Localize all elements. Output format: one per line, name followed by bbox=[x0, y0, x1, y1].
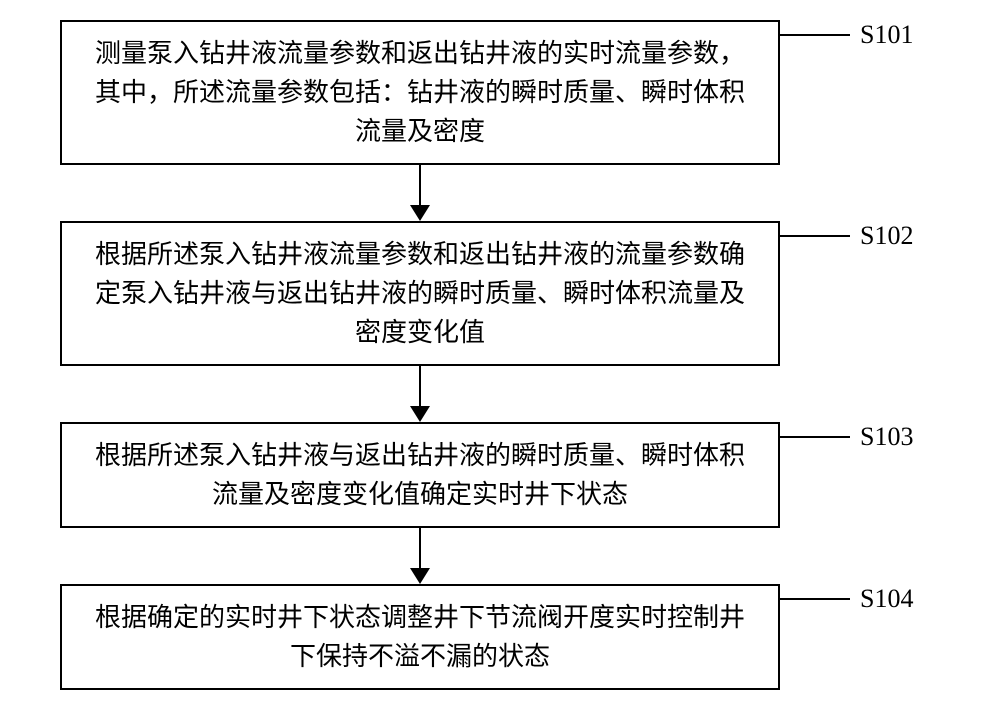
flow-text-line: 流量及密度 bbox=[82, 112, 758, 151]
arrow-head-icon bbox=[410, 406, 430, 422]
step-label: S103 bbox=[860, 422, 913, 452]
flow-text-line: 流量及密度变化值确定实时井下状态 bbox=[82, 475, 758, 514]
step-label: S101 bbox=[860, 20, 913, 50]
step-label: S104 bbox=[860, 584, 913, 614]
arrow-head-icon bbox=[410, 568, 430, 584]
arrow-line bbox=[419, 528, 421, 570]
flow-text-line: 根据确定的实时井下状态调整井下节流阀开度实时控制井 bbox=[82, 598, 758, 637]
arrow-line bbox=[419, 366, 421, 408]
flow-step: 根据所述泵入钻井液流量参数和返出钻井液的流量参数确 定泵入钻井液与返出钻井液的瞬… bbox=[60, 221, 940, 366]
arrow-head-icon bbox=[410, 205, 430, 221]
flow-text-line: 下保持不溢不漏的状态 bbox=[82, 637, 758, 676]
flow-box: 根据所述泵入钻井液流量参数和返出钻井液的流量参数确 定泵入钻井液与返出钻井液的瞬… bbox=[60, 221, 780, 366]
flow-text-line: 根据所述泵入钻井液与返出钻井液的瞬时质量、瞬时体积 bbox=[82, 436, 758, 475]
flow-text-line: 其中，所述流量参数包括：钻井液的瞬时质量、瞬时体积 bbox=[82, 73, 758, 112]
label-connector-line bbox=[780, 235, 850, 237]
flow-text-line: 根据所述泵入钻井液流量参数和返出钻井液的流量参数确 bbox=[82, 235, 758, 274]
flow-box: 测量泵入钻井液流量参数和返出钻井液的实时流量参数， 其中，所述流量参数包括：钻井… bbox=[60, 20, 780, 165]
label-connector-line bbox=[780, 34, 850, 36]
label-connector-line bbox=[780, 598, 850, 600]
flow-text-line: 密度变化值 bbox=[82, 313, 758, 352]
flow-text-line: 定泵入钻井液与返出钻井液的瞬时质量、瞬时体积流量及 bbox=[82, 274, 758, 313]
flow-box: 根据确定的实时井下状态调整井下节流阀开度实时控制井 下保持不溢不漏的状态 bbox=[60, 584, 780, 690]
flow-arrow bbox=[60, 366, 780, 422]
flowchart-container: 测量泵入钻井液流量参数和返出钻井液的实时流量参数， 其中，所述流量参数包括：钻井… bbox=[60, 20, 940, 690]
flow-box: 根据所述泵入钻井液与返出钻井液的瞬时质量、瞬时体积 流量及密度变化值确定实时井下… bbox=[60, 422, 780, 528]
flow-step: 根据所述泵入钻井液与返出钻井液的瞬时质量、瞬时体积 流量及密度变化值确定实时井下… bbox=[60, 422, 940, 528]
flow-arrow bbox=[60, 165, 780, 221]
flow-text-line: 测量泵入钻井液流量参数和返出钻井液的实时流量参数， bbox=[82, 34, 758, 73]
arrow-line bbox=[419, 165, 421, 207]
flow-arrow bbox=[60, 528, 780, 584]
step-label: S102 bbox=[860, 221, 913, 251]
label-connector-line bbox=[780, 436, 850, 438]
flow-step: 测量泵入钻井液流量参数和返出钻井液的实时流量参数， 其中，所述流量参数包括：钻井… bbox=[60, 20, 940, 165]
flow-step: 根据确定的实时井下状态调整井下节流阀开度实时控制井 下保持不溢不漏的状态 S10… bbox=[60, 584, 940, 690]
